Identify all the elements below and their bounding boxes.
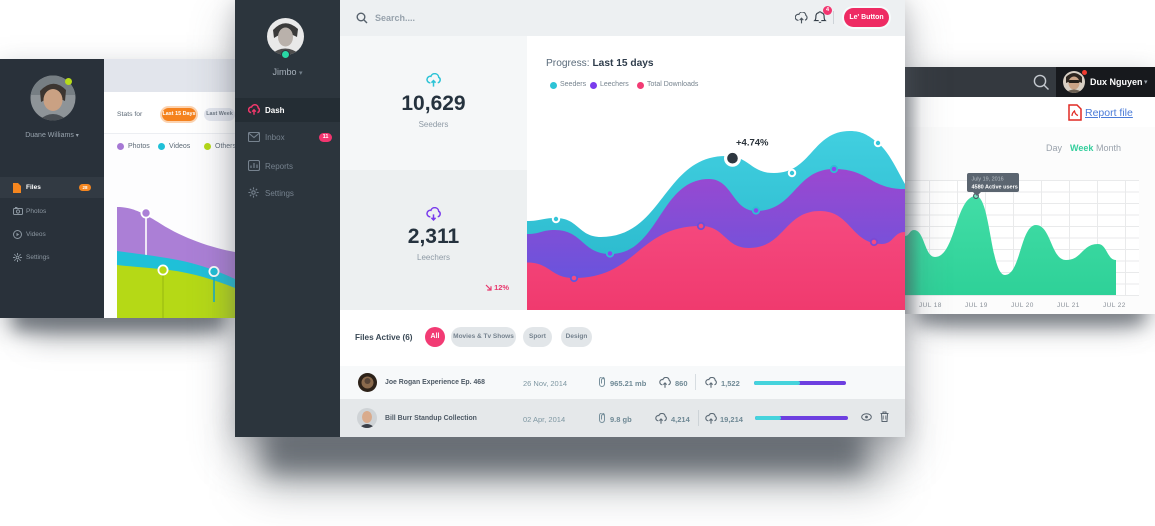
svg-text:4580 Active users: 4580 Active users (972, 185, 1018, 191)
svg-text:July 19, 2016: July 19, 2016 (972, 177, 1004, 183)
svg-text:+4.74%: +4.74% (736, 138, 769, 149)
